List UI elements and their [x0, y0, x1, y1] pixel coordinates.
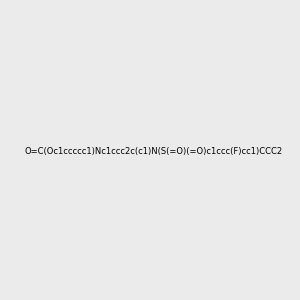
Text: O=C(Oc1ccccc1)Nc1ccc2c(c1)N(S(=O)(=O)c1ccc(F)cc1)CCC2: O=C(Oc1ccccc1)Nc1ccc2c(c1)N(S(=O)(=O)c1c…	[25, 147, 283, 156]
